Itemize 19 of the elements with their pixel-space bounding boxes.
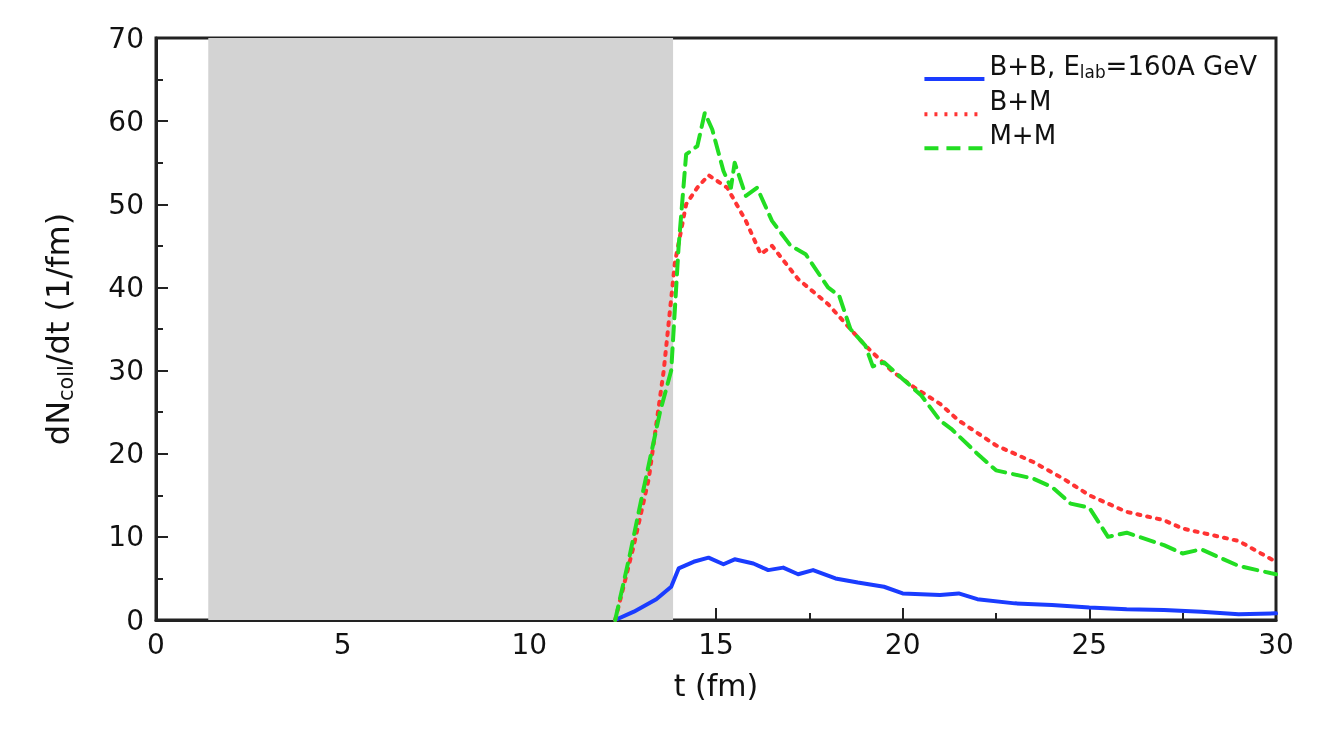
y-tick-label: 60: [108, 104, 144, 138]
y-tick-label: 30: [108, 354, 144, 388]
y-tick-label: 40: [108, 270, 144, 304]
legend-label: M+M: [989, 120, 1057, 151]
y-tick-label: 20: [108, 437, 144, 471]
x-axis-title: t (fm): [673, 667, 759, 703]
x-tick-label: 25: [1071, 627, 1108, 661]
legend-label: B+M: [989, 86, 1052, 117]
x-tick-label: 30: [1258, 627, 1294, 661]
y-tick-label: 0: [126, 603, 144, 637]
x-tick-label: 15: [698, 627, 734, 661]
x-tick-label: 10: [511, 627, 548, 661]
y-tick-label: 10: [108, 520, 144, 554]
y-tick-label: 70: [108, 21, 144, 55]
y-axis-title: dNcoll/dt (1/fm): [39, 212, 78, 446]
x-tick-label: 0: [147, 627, 165, 661]
x-tick-label: 5: [333, 627, 352, 661]
y-tick-label: 50: [108, 187, 144, 221]
x-tick-label: 20: [884, 627, 921, 661]
